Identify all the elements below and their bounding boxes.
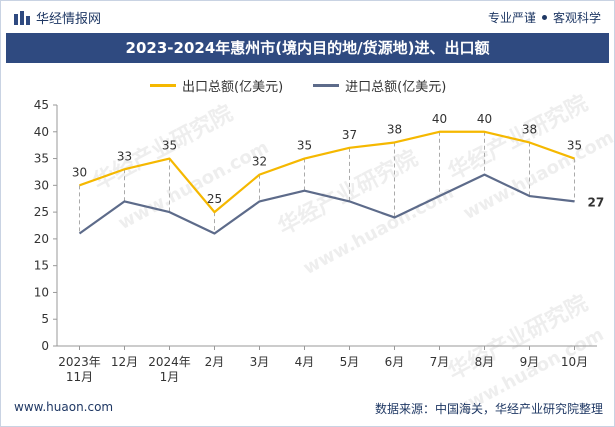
x-tick-label: 7月 — [430, 355, 450, 369]
legend-label-import: 进口总额(亿美元) — [345, 80, 447, 95]
y-tick-label: 15 — [34, 259, 49, 273]
legend-swatch-import — [313, 84, 340, 87]
x-tick-label: 2023年 11月 — [58, 355, 101, 384]
x-tick-label-line: 10月 — [561, 355, 588, 369]
legend-swatch-export — [150, 84, 176, 87]
y-tick-label: 45 — [34, 98, 49, 112]
export-data-label: 38 — [522, 122, 537, 136]
x-tick-label-line: 2月 — [205, 355, 225, 369]
x-tick-label-line: 4月 — [295, 355, 315, 369]
x-tick-label-line: 5月 — [340, 355, 360, 369]
export-data-label: 32 — [252, 155, 267, 169]
top-bar: 华经情报网 专业严谨 客观科学 — [0, 0, 615, 33]
x-tick-label-line: 6月 — [385, 355, 405, 369]
dot-separator-icon — [541, 15, 547, 20]
x-tick-label: 8月 — [475, 355, 495, 369]
x-tick-label-line: 8月 — [475, 355, 495, 369]
x-tick-label: 12月 — [111, 355, 138, 369]
motto-right: 客观科学 — [552, 11, 601, 25]
x-tick-label: 6月 — [385, 355, 405, 369]
x-tick-label-line: 12月 — [111, 355, 138, 369]
x-tick-label-line: 9月 — [520, 355, 540, 369]
export-data-label: 35 — [162, 139, 177, 153]
x-tick-label-line: 7月 — [430, 355, 450, 369]
x-tick-label-line: 11月 — [66, 370, 93, 384]
x-tick-label: 4月 — [295, 355, 315, 369]
x-tick-label: 2024年 1月 — [148, 355, 191, 384]
export-data-label: 38 — [387, 122, 402, 136]
bar-chart-logo-icon — [14, 10, 30, 25]
x-tick-label-line: 2024年 — [148, 355, 191, 369]
y-tick-label: 0 — [41, 339, 49, 353]
y-tick-label: 10 — [34, 285, 49, 299]
y-tick-label: 5 — [41, 312, 49, 326]
y-tick-label: 20 — [34, 232, 49, 246]
legend-item-export: 出口总额(亿美元) — [150, 76, 283, 95]
legend: 出口总额(亿美元) 进口总额(亿美元) — [150, 76, 446, 95]
footer-source: 数据来源：中国海关，华经产业研究院整理 — [374, 402, 603, 416]
x-tick-label: 9月 — [520, 355, 540, 369]
legend-item-import: 进口总额(亿美元) — [313, 76, 446, 95]
export-data-label: 35 — [297, 139, 312, 153]
x-tick-label: 2月 — [205, 355, 225, 369]
x-tick-label-line: 1月 — [160, 370, 180, 384]
import-last-data-label: 27 — [588, 195, 605, 209]
import-series-line — [78, 173, 575, 235]
footer-website: www.huaon.com — [14, 400, 114, 414]
legend-label-export: 出口总额(亿美元) — [182, 80, 284, 95]
export-data-label: 40 — [432, 112, 447, 126]
export-series-line — [79, 130, 575, 214]
export-data-label: 40 — [477, 112, 492, 126]
x-tick-label-line: 2023年 — [58, 355, 101, 369]
x-tick-label-line: 3月 — [250, 355, 270, 369]
brand: 华经情报网 — [14, 8, 101, 27]
y-tick-label: 35 — [34, 152, 49, 166]
export-data-label: 33 — [117, 149, 132, 163]
export-data-label: 37 — [342, 128, 357, 142]
x-tick-label: 5月 — [340, 355, 360, 369]
y-tick-label: 25 — [34, 205, 49, 219]
y-tick-label: 30 — [34, 178, 49, 192]
export-data-label: 30 — [72, 165, 87, 179]
brand-name: 华经情报网 — [36, 12, 102, 27]
motto: 专业严谨 客观科学 — [488, 9, 601, 26]
export-data-label: 25 — [207, 192, 222, 206]
chart-title: 2023-2024年惠州市(境内目的地/货源地)进、出口额 — [6, 33, 609, 63]
export-data-label: 35 — [567, 139, 582, 153]
x-tick-label: 3月 — [250, 355, 270, 369]
x-tick-label: 10月 — [561, 355, 588, 369]
motto-left: 专业严谨 — [487, 11, 536, 25]
y-tick-label: 40 — [34, 125, 49, 139]
